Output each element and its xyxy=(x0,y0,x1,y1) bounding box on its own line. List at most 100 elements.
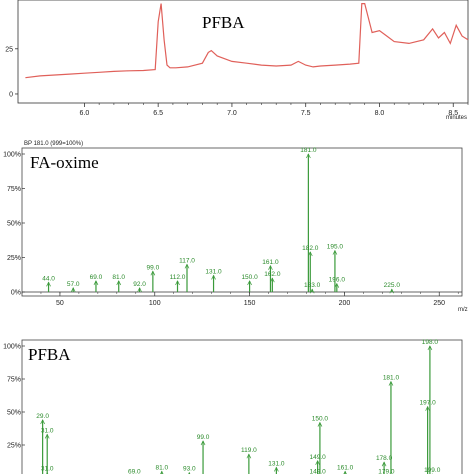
fa-oxime-xtick-label: 150 xyxy=(244,300,256,307)
pfba-annotation: PFBA xyxy=(28,345,71,364)
fa-oxime-peak-label: 182.0 xyxy=(302,245,319,252)
chromatogram-xtick-label: 6.5 xyxy=(153,110,163,117)
fa-oxime-xtick-label: 50 xyxy=(56,300,64,307)
fa-oxime-peak-label: 183.0 xyxy=(304,282,321,289)
fa-oxime-peak-label: 131.0 xyxy=(205,268,222,275)
fa-oxime-peak-label: 117.0 xyxy=(179,257,195,264)
fa-oxime-peak-label: 196.0 xyxy=(329,277,346,284)
pfba-peak-marker xyxy=(388,380,394,386)
fa-oxime-peak-label: 225.0 xyxy=(384,282,401,289)
fa-oxime-peak-marker xyxy=(70,287,76,293)
fa-oxime-peak-marker xyxy=(116,280,122,286)
fa-oxime-ytick-label: 25% xyxy=(7,255,21,262)
pfba-peak-marker xyxy=(200,440,206,446)
pfba-peak-label: 149.0 xyxy=(309,454,326,461)
pfba-peak-marker xyxy=(425,405,430,411)
fa-oxime-peak-label: 181.0 xyxy=(300,147,317,154)
fa-oxime-ytick-label: 100% xyxy=(3,152,21,159)
fa-oxime-peak-marker xyxy=(270,277,275,283)
pfba-peak-label: 181.0 xyxy=(383,375,400,382)
fa-oxime-plot-area xyxy=(21,147,463,297)
pfba-peak-label: 197.0 xyxy=(419,400,436,407)
pfba-peak-marker xyxy=(40,419,45,425)
fa-oxime-ytick-label: 50% xyxy=(7,221,21,228)
chromatogram-xtick-label: 7.0 xyxy=(227,110,237,117)
fa-oxime-peak-label: 92.0 xyxy=(133,281,146,288)
pfba-peak-marker xyxy=(274,466,279,472)
fa-oxime-annotation: FA-oxime xyxy=(30,153,99,172)
fa-oxime-peak-label: 69.0 xyxy=(90,274,103,281)
pfba-ytick-label: 100% xyxy=(3,344,21,351)
pfba-plot-area xyxy=(21,339,463,474)
pfba-peak-label: 119.0 xyxy=(241,447,257,454)
fa-oxime-peak-marker xyxy=(46,281,51,287)
fa-oxime-peak-marker xyxy=(175,280,180,286)
pfba-peak-label: 198.0 xyxy=(422,339,439,346)
pfba-peak-label: 179.0 xyxy=(378,468,395,474)
fa-oxime-peak-marker xyxy=(137,287,142,293)
fa-oxime-peak-label: 195.0 xyxy=(327,244,344,251)
fa-oxime-spectrum-panel: BP 181.0 (999=100%) FA-oxime m/z 0% 25% 50… xyxy=(3,141,468,313)
fa-oxime-peak-label: 44.0 xyxy=(42,275,55,282)
fa-oxime-peak-marker xyxy=(334,282,340,288)
fa-oxime-ytick-label: 0% xyxy=(11,290,21,297)
fa-oxime-peak-marker xyxy=(389,288,395,294)
pfba-peak-marker xyxy=(44,433,50,439)
pfba-ytick-label: 75% xyxy=(7,377,21,384)
fa-oxime-xlabel: m/z xyxy=(458,307,468,313)
pfba-peak-marker xyxy=(46,471,49,474)
pfba-peak-label: 81.0 xyxy=(155,464,168,471)
pfba-ytick-label: 25% xyxy=(7,443,21,450)
chromatogram-xtick-label: 8.5 xyxy=(448,110,458,117)
fa-oxime-peak-label: 161.0 xyxy=(262,259,279,266)
pfba-peak-label: 31.0 xyxy=(41,466,54,473)
pfba-peak-marker xyxy=(315,460,320,465)
fa-oxime-peak-label: 112.0 xyxy=(170,274,186,281)
pfba-peak-label: 31.0 xyxy=(41,427,54,434)
fa-oxime-peak-label: 81.0 xyxy=(112,274,125,281)
fa-oxime-peak-marker xyxy=(184,263,190,269)
chromatogram-trace xyxy=(25,2,469,79)
fa-oxime-xtick-label: 250 xyxy=(433,300,445,307)
chromatogram-ytick-label: 0 xyxy=(9,91,13,98)
pfba-peak-label: 69.0 xyxy=(128,468,141,474)
chromatogram-panel: PFBA minutes 6.0 6.5 7.0 7.5 8.0 8.5 0 25 xyxy=(5,0,469,121)
chromatogram-ytick-label: 25 xyxy=(5,46,13,53)
pfba-peak-marker xyxy=(317,421,323,427)
fa-oxime-peak-marker xyxy=(332,249,338,255)
pfba-peak-label: 29.0 xyxy=(36,413,49,420)
chromatogram-xtick-label: 8.0 xyxy=(375,110,385,117)
chromatogram-plot-area xyxy=(17,0,469,104)
pfba-peak-marker xyxy=(246,453,252,459)
fa-oxime-peak-marker xyxy=(307,251,313,257)
pfba-peak-label: 199.0 xyxy=(424,467,441,474)
pfba-peak-label: 161.0 xyxy=(337,464,354,471)
chromatogram-xlabel: minutes xyxy=(446,115,467,121)
fa-oxime-xtick-label: 100 xyxy=(149,300,161,307)
fa-oxime-header: BP 181.0 (999=100%) xyxy=(24,141,83,147)
fa-oxime-peak-marker xyxy=(211,274,216,280)
fa-oxime-peak-marker xyxy=(93,280,99,286)
fa-oxime-peak-marker xyxy=(306,153,311,159)
pfba-peak-label: 131.0 xyxy=(268,460,285,467)
fa-oxime-peak-label: 99.0 xyxy=(147,264,160,271)
pfba-peak-label: 93.0 xyxy=(183,466,196,473)
fa-oxime-peak-label: 162.0 xyxy=(264,271,281,278)
fa-oxime-xtick-label: 200 xyxy=(339,300,351,307)
fa-oxime-peak-marker xyxy=(150,270,156,276)
chromatogram-xtick-label: 7.5 xyxy=(301,110,311,117)
pfba-spectrum-panel: PFBA 25% 50% 75% 100% 29.0 31.0 31.0 69.0 81.0 93… xyxy=(3,339,463,474)
pfba-ytick-label: 50% xyxy=(7,410,21,417)
fa-oxime-peak-marker xyxy=(268,264,273,270)
pfba-peak-marker xyxy=(188,471,191,474)
pfba-peak-label: 99.0 xyxy=(197,434,210,441)
pfba-peak-marker xyxy=(427,345,433,351)
fa-oxime-peak-marker xyxy=(309,288,315,294)
fa-oxime-ytick-label: 75% xyxy=(7,186,21,193)
fa-oxime-peak-label: 57.0 xyxy=(67,281,80,288)
pfba-peak-label: 149.0 xyxy=(309,468,326,474)
pfba-peak-label: 178.0 xyxy=(376,455,393,462)
pfba-peak-marker xyxy=(160,470,164,474)
pfba-peak-marker xyxy=(343,470,347,474)
